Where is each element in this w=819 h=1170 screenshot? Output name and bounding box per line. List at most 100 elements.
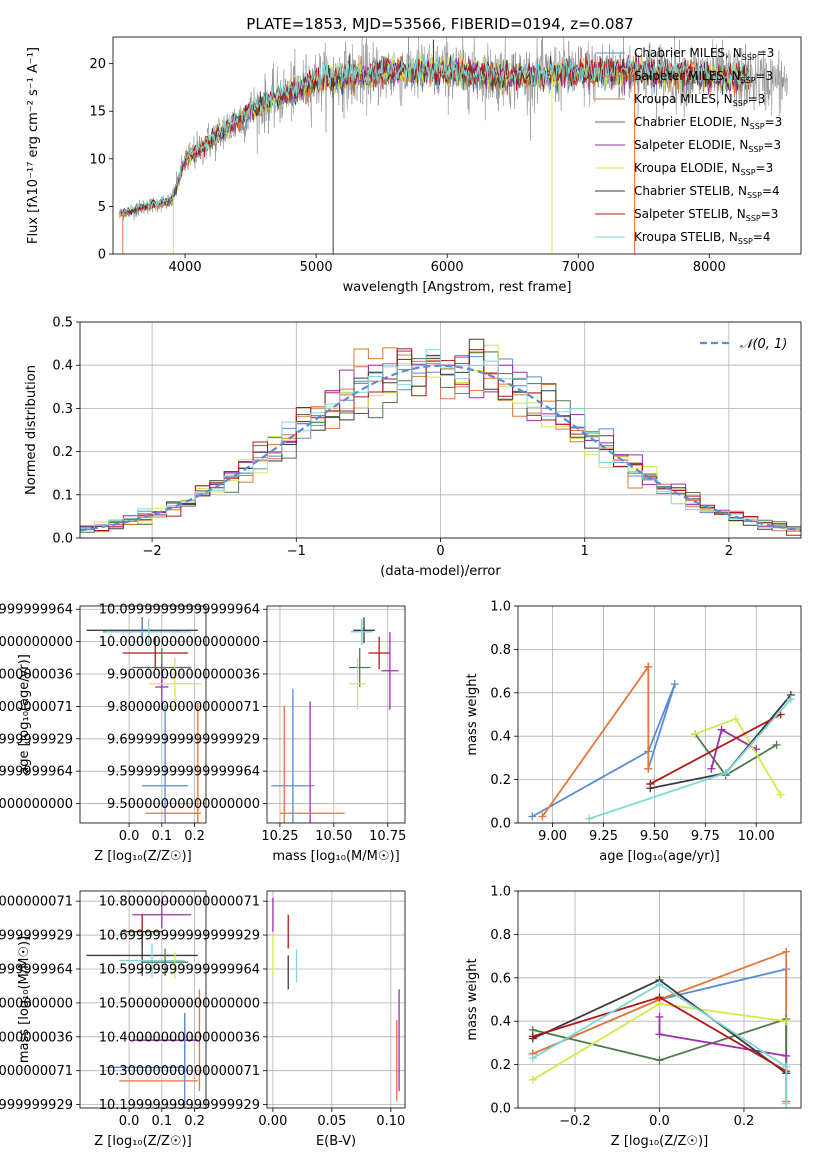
spectrum-xtick-label: 8000: [693, 260, 726, 275]
mass_vs_Z-ytick-label: 10.59999999999999964: [0, 962, 73, 977]
age_vs_mass-ytick-label: 9.50000000000000000: [107, 797, 260, 812]
massweight_vs_Z-axes: −0.2 0.0 0.2 0.0 0.2 0.4 0.6 0.8 1.0 Z [log₁₀(Z/Z…: [465, 885, 802, 1149]
massweight_vs_Z-xtick-label: 0.0: [649, 1114, 670, 1129]
age_vs_Z-axes: 0.0 0.1 0.2 9.50000000000000000 9.5999999999…: [0, 603, 207, 864]
residuals-ytick-label: 0.5: [52, 316, 73, 331]
series-marker: [782, 1099, 791, 1108]
mass_vs_ebv-ytick-label: 10.59999999999999964: [99, 962, 260, 977]
massweight_vs_age-frame: [517, 605, 802, 824]
age_vs_mass-ytick-label: 10.09999999999999964: [99, 603, 260, 618]
series-marker: [776, 790, 785, 799]
series-marker: [717, 725, 726, 734]
age_vs_Z-point: [142, 704, 188, 823]
residuals-ytick-label: 0.3: [52, 402, 73, 417]
legend-entry: Salpeter MILES, NSSP=3: [634, 69, 773, 85]
residuals-ytick-label: 0.2: [52, 445, 73, 460]
mass_vs_Z-xtick-label: 0.1: [151, 1114, 172, 1129]
mass_vs_Z-ytick-label: 10.50000000000000000: [0, 996, 73, 1011]
massweight_vs_age-ytick-label: 0.8: [490, 643, 511, 658]
massweight_vs_age-ytick-label: 0.2: [490, 773, 511, 788]
series-marker: [691, 730, 700, 739]
mass_vs_ebv-ytick-label: 10.30000000000000071: [99, 1064, 260, 1079]
massweight_vs_age-axes: 9.00 9.25 9.50 9.75 10.00 0.0 0.2 0.4 0.6 0.8 1.0 a…: [465, 600, 802, 864]
legend-entry: Chabrier MILES, NSSP=3: [634, 46, 774, 62]
mass_vs_Z-point: [148, 952, 202, 980]
normal-curve: [80, 364, 801, 532]
age_vs_Z-ytick-label: 10.09999999999999964: [0, 603, 73, 618]
spectrum-ytick-label: 15: [89, 105, 106, 120]
mass_vs_ebv-ytick-label: 10.40000000000000036: [99, 1030, 260, 1045]
spectrum-legend: Chabrier MILES, NSSP=3 Salpeter MILES, NS…: [595, 46, 782, 246]
spectrum-axes: 4000 5000 6000 7000 8000 0 5 10 15 20 wavelength […: [26, 36, 802, 295]
series-line: [532, 1017, 788, 1074]
massweight_vs_age-xtick-label: 9.00: [538, 829, 567, 844]
series-marker: [782, 947, 791, 956]
mass_vs_Z-xtick-label: 0.2: [184, 1114, 205, 1129]
massweight_vs_Z-xlabel: Z [log₁₀(Z/Z☉)]: [611, 1134, 708, 1149]
age_vs_mass-point: [348, 648, 371, 687]
residuals-axes: −2 −1 0 1 2 0.0 0.1 0.2 0.3 0.4 0.5 (data-model)/er…: [24, 316, 802, 579]
mass_vs_Z-ytick-label: 10.30000000000000071: [0, 1064, 73, 1079]
mass_vs_Z-ytick-label: 10.40000000000000036: [0, 1030, 73, 1045]
series-marker: [646, 779, 655, 788]
residuals-xtick-label: 1: [581, 544, 589, 559]
series-marker: [782, 1051, 791, 1060]
spectrum-ytick-label: 0: [98, 248, 106, 263]
massweight_vs_age-ytick-label: 1.0: [490, 600, 511, 615]
age_vs_Z-ytick-label: 9.59999999999999964: [0, 765, 73, 780]
series-marker: [528, 812, 537, 821]
spectrum-frame: [112, 36, 802, 255]
mass_vs_Z-plot-area: [86, 901, 202, 1108]
series-marker: [644, 662, 653, 671]
age_vs_mass-xtick-label: 10.75: [369, 829, 406, 844]
massweight_vs_Z-ytick-label: 0.6: [490, 971, 511, 986]
series-marker: [786, 695, 795, 704]
series-marker: [585, 814, 594, 823]
spectrum-series-kroupa-stelib: [119, 53, 749, 216]
mass_vs_ebv-ytick-label: 10.19999999999999929: [99, 1098, 260, 1113]
age_vs_Z-ytick-label: 10.00000000000000000: [0, 635, 73, 650]
massweight_vs_Z-xtick-label: −0.2: [559, 1114, 591, 1129]
series-line: [649, 713, 782, 785]
spectrum-xlabel: wavelength [Angstrom, rest frame]: [343, 280, 572, 295]
age_vs_mass-frame: [266, 605, 406, 824]
age_vs_mass-point: [381, 631, 399, 710]
series-marker: [782, 1062, 791, 1071]
age_vs_mass-ytick-label: 10.00000000000000000: [99, 635, 260, 650]
series-marker: [731, 714, 740, 723]
massweight_vs_Z-ytick-label: 0.0: [490, 1102, 511, 1117]
mass_vs_ebv-xlabel: E(B-V): [316, 1134, 356, 1149]
age_vs_mass-ytick-label: 9.90000000000000036: [107, 668, 260, 683]
series-marker: [528, 1054, 537, 1063]
mass_vs_Z-point: [119, 943, 185, 978]
age_vs_Z-xtick-label: 0.2: [184, 829, 205, 844]
age_vs_mass-point: [353, 617, 375, 644]
age_vs_Z-point: [106, 618, 192, 645]
series-line: [694, 717, 782, 796]
age_vs_mass-ytick-label: 9.69999999999999929: [107, 732, 260, 747]
series-marker: [655, 1012, 664, 1021]
spectrum-ylabel: Flux [fλ10⁻¹⁷ erg cm⁻² s⁻¹ A⁻¹]: [26, 47, 41, 244]
legend-entry: Chabrier STELIB, NSSP=4: [634, 184, 780, 200]
residual-hist-kroupa-stelib: [80, 349, 801, 531]
age_vs_Z-point: [122, 636, 188, 670]
massweight_vs_age-plot-area: [528, 662, 795, 823]
legend-entry: Salpeter STELIB, NSSP=3: [634, 207, 778, 223]
massweight_vs_Z-frame: [517, 890, 802, 1109]
series-marker: [655, 1056, 664, 1065]
age_vs_mass-xlabel: mass [log₁₀(M/M☉)]: [272, 849, 399, 864]
series-marker: [655, 993, 664, 1002]
massweight_vs_age-series-salpeter-miles: [538, 662, 653, 821]
series-marker: [538, 812, 547, 821]
residuals-xtick-label: −2: [143, 544, 162, 559]
age_vs_Z-point: [148, 657, 202, 710]
mass_vs_Z-xtick-label: 0.0: [119, 1114, 140, 1129]
legend-entry: Salpeter ELODIE, NSSP=3: [634, 138, 781, 154]
mass_vs_ebv-xtick-label: 0.00: [258, 1114, 287, 1129]
figure-title: PLATE=1853, MJD=53566, FIBERID=0194, z=0…: [246, 15, 633, 33]
massweight_vs_Z-ytick-label: 0.8: [490, 928, 511, 943]
legend-entry: 𝒩(0, 1): [740, 337, 787, 352]
mass_vs_ebv-ytick-label: 10.80000000000000071: [99, 895, 260, 910]
